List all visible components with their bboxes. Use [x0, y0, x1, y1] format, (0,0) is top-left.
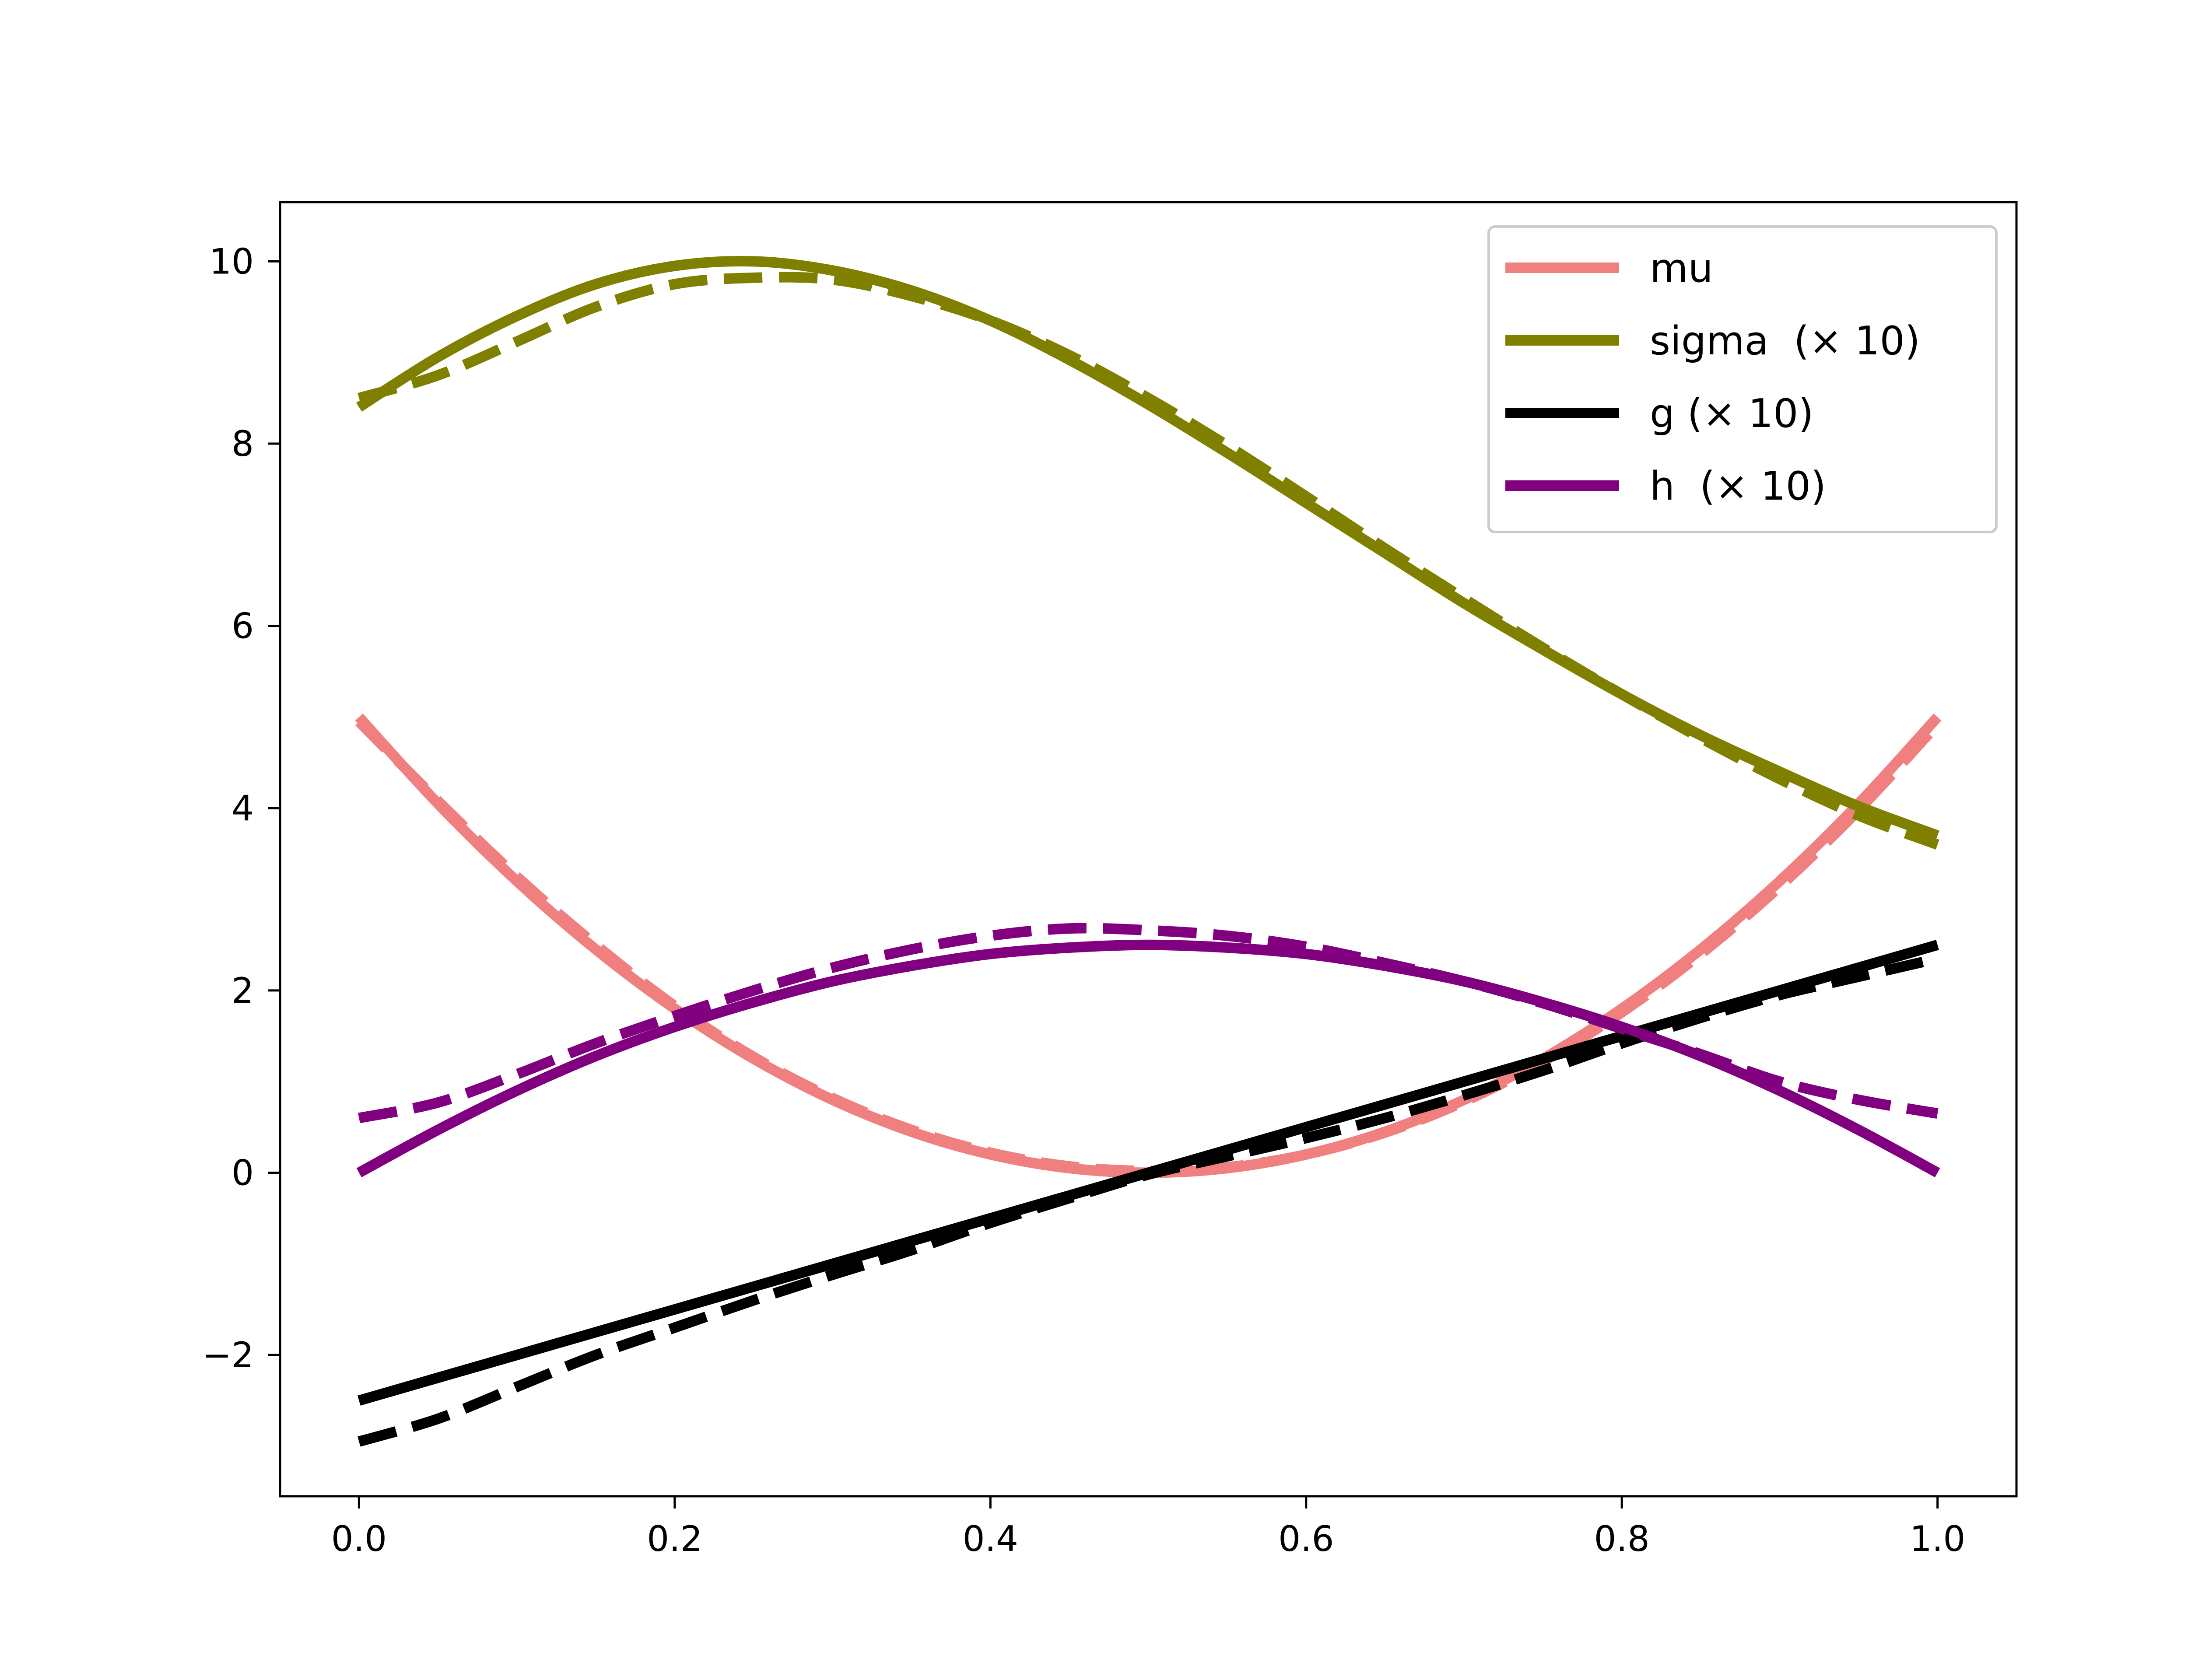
x-tick-label: 0.0	[331, 1519, 387, 1559]
legend-label: sigma (× 10)	[1650, 318, 1920, 364]
series-line-6-solid	[356, 939, 1940, 1178]
series-line-7-dashed	[358, 923, 1939, 1124]
x-tick-label: 0.2	[647, 1519, 702, 1559]
y-tick-label: 2	[231, 970, 254, 1011]
x-tick-label: 0.8	[1594, 1519, 1650, 1559]
y-tick-label: 4	[231, 788, 254, 829]
x-axis: 0.0 0.2 0.4 0.6 0.8 1.0	[331, 1496, 1965, 1559]
y-tick-label: 10	[209, 241, 254, 282]
series-line-1-dashed	[355, 718, 1942, 1176]
legend-label: h (× 10)	[1650, 463, 1826, 509]
x-tick-label: 0.4	[963, 1519, 1018, 1559]
x-tick-label: 1.0	[1910, 1519, 1965, 1559]
series-layer	[355, 256, 1942, 1447]
y-tick-label: 8	[231, 424, 254, 464]
legend-label: g (× 10)	[1650, 391, 1814, 437]
y-tick-label: −2	[202, 1335, 254, 1376]
y-tick-label: 0	[231, 1153, 254, 1194]
series-line-5-dashed	[358, 953, 1939, 1447]
legend: mu sigma (× 10) g (× 10) h (× 10)	[1487, 225, 1998, 533]
plot-frame	[279, 201, 2018, 1498]
x-tick-label: 0.6	[1278, 1519, 1334, 1559]
y-tick-label: 6	[231, 606, 254, 647]
y-axis: −2 0 2 4 6 8 10	[202, 241, 280, 1376]
legend-box	[1487, 225, 1998, 533]
legend-label: mu	[1650, 245, 1713, 291]
series-line-3-dashed	[358, 272, 1939, 850]
